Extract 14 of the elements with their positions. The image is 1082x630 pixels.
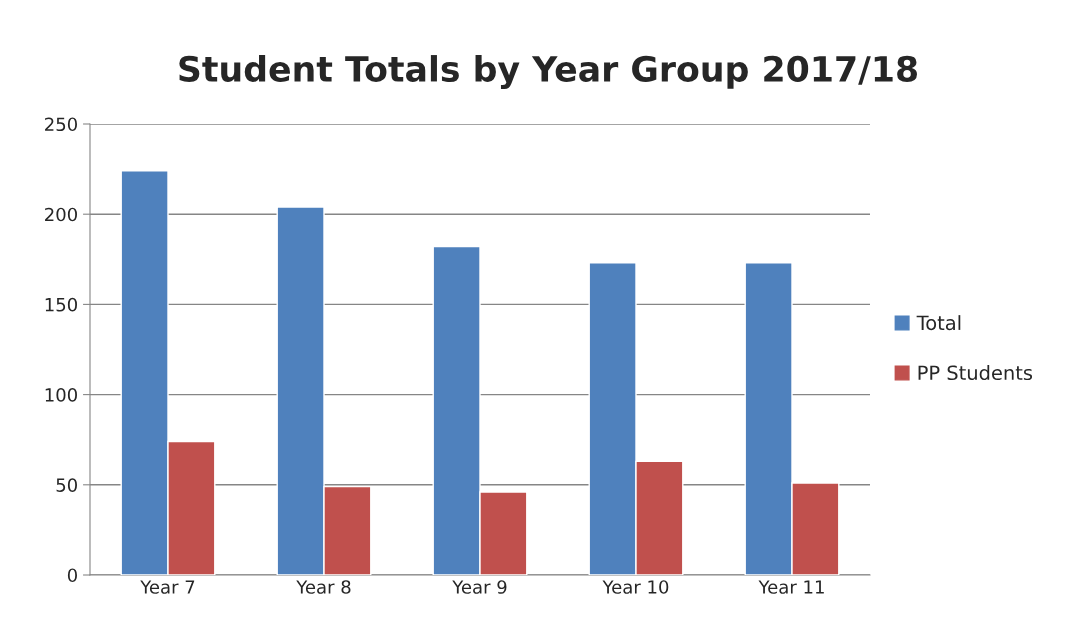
legend-label: Total (916, 315, 961, 331)
y-tick-label: 0 (67, 568, 77, 583)
x-tick-label: Year 7 (140, 580, 195, 594)
x-tick-label: Year 8 (296, 580, 351, 594)
y-tick-label: 50 (56, 478, 77, 492)
legend-label: PP Students (918, 365, 1033, 381)
x-tick-label: Year 10 (602, 580, 669, 594)
chart-title: Student Totals by Year Group 2017/18 (179, 55, 917, 89)
y-tick-label: 150 (45, 297, 77, 312)
y-tick-label: 200 (45, 207, 77, 222)
x-tick-label: Year 9 (452, 580, 507, 594)
y-tick-label: 100 (45, 388, 77, 402)
y-tick-label: 250 (45, 117, 77, 132)
x-tick-label: Year 11 (758, 580, 824, 594)
